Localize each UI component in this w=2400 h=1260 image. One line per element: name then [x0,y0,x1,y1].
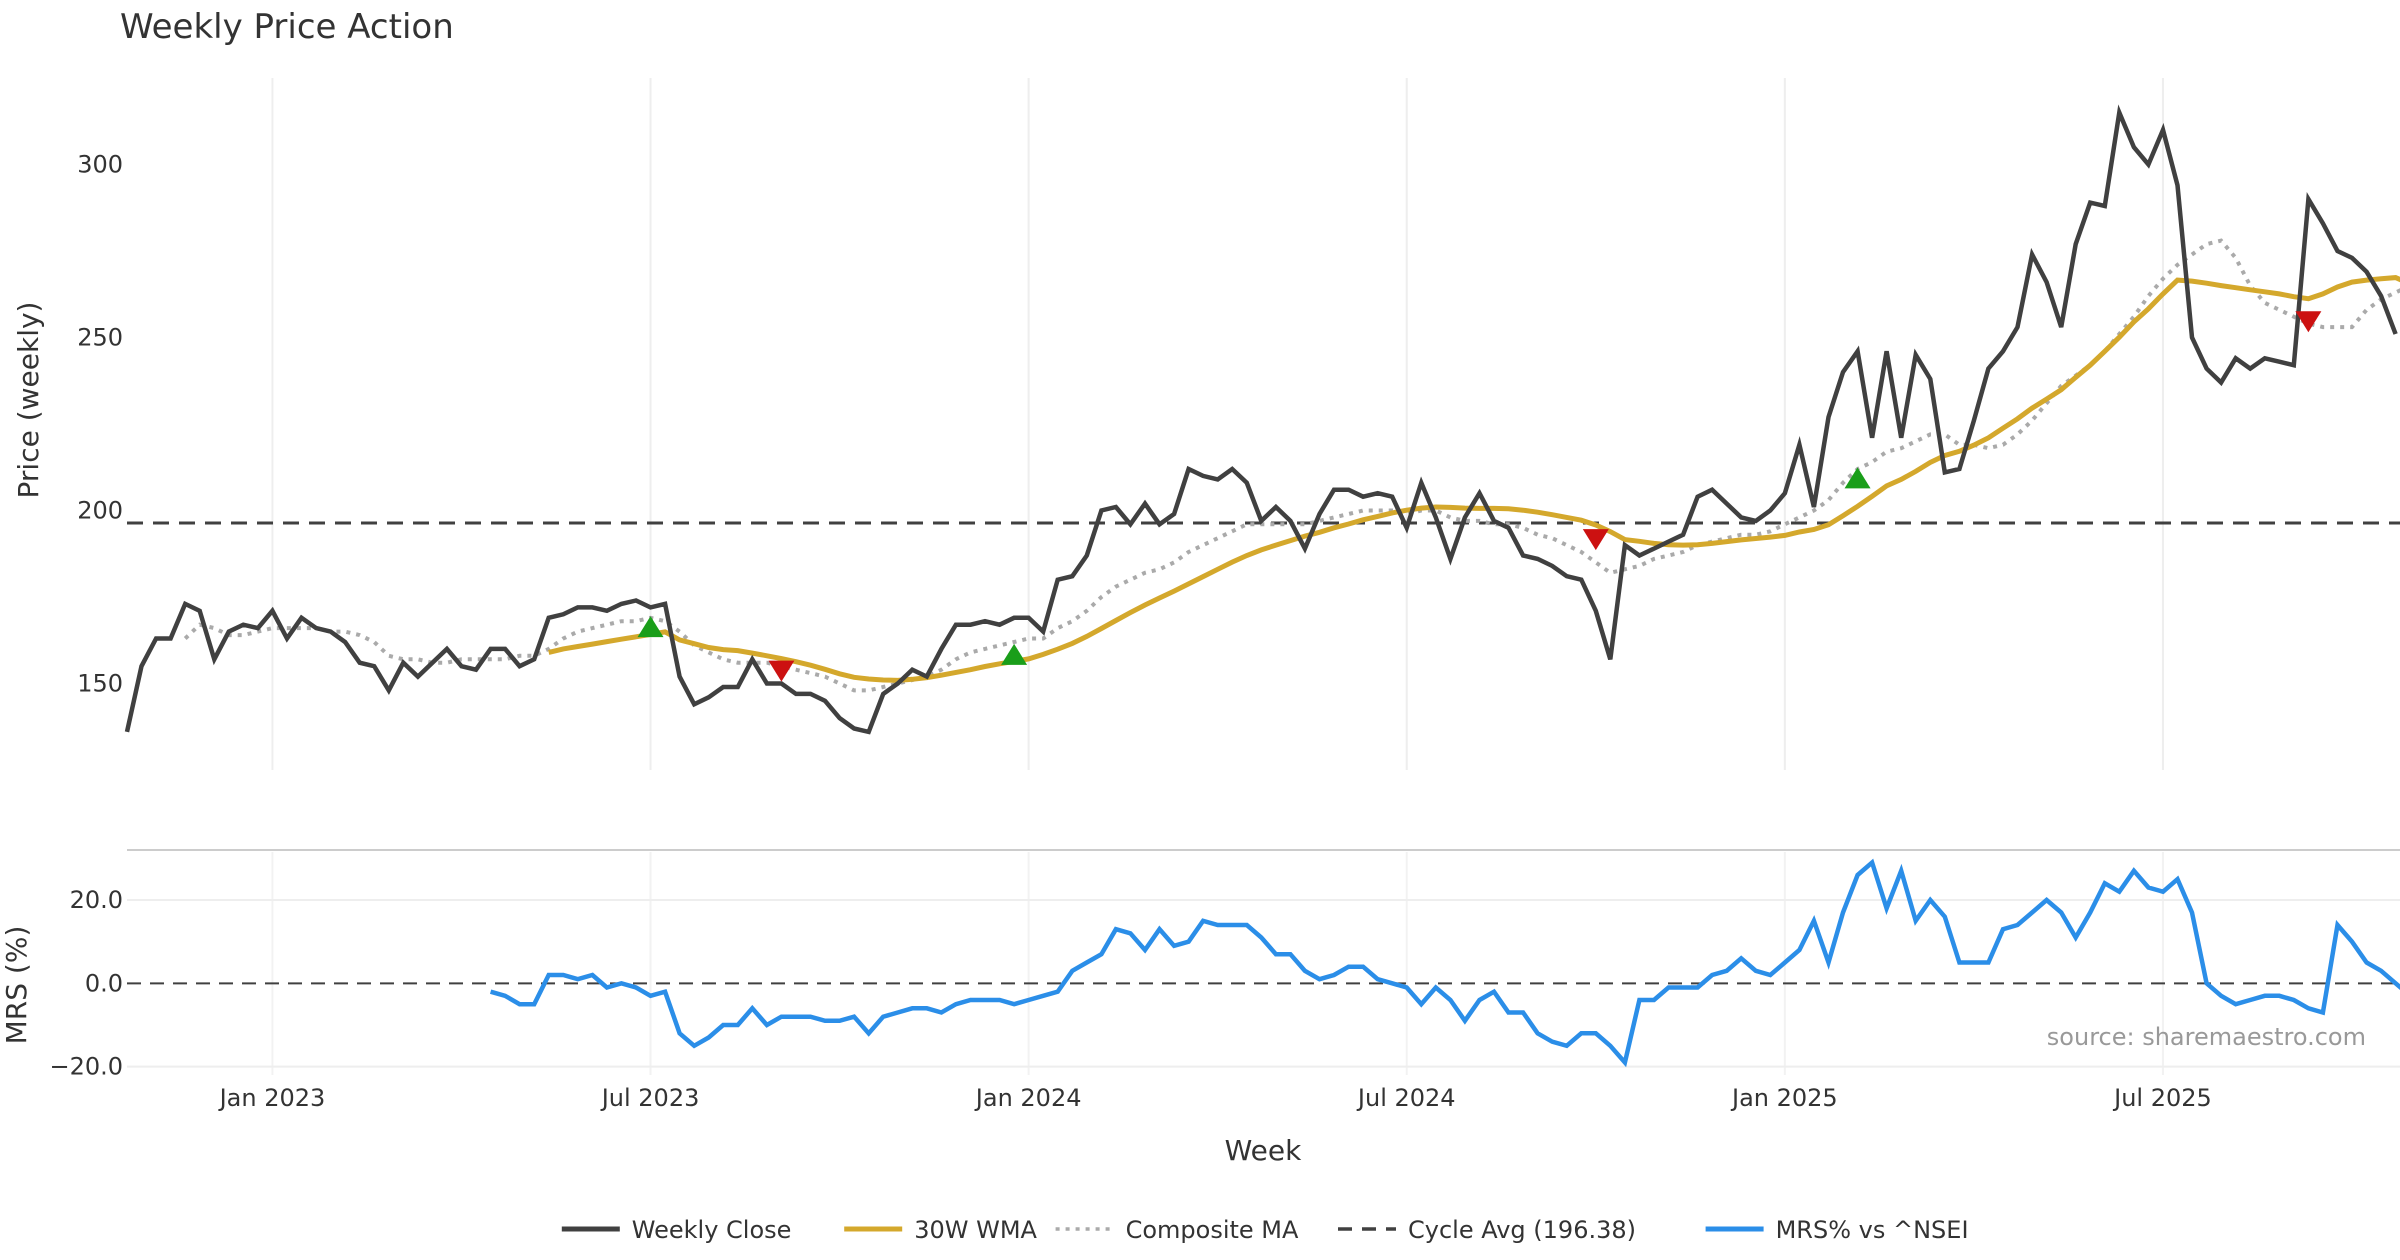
sell-marker-icon [768,660,795,682]
mrs-panel: 20.0 0.0 −20.0 MRS (%) source: sharemaestr… [0,849,2400,1081]
mrs-y-ticks: 20.0 0.0 −20.0 [49,886,123,1081]
x-axis-title: Week [1225,1134,1302,1167]
mrs-y-tick-label: 0.0 [85,969,123,997]
legend-item: Cycle Avg (196.38) [1338,1216,1636,1244]
price-y-tick-label: 150 [77,670,123,698]
legend-item: 30W WMA [844,1216,1038,1244]
mrs-y-tick-label: −20.0 [49,1053,123,1081]
wma30-line [548,275,2400,683]
price-y-tick-label: 250 [77,324,123,352]
buy-marker-icon [1001,643,1028,665]
chart-title: Weekly Price Action [120,7,454,47]
legend-item: Composite MA [1055,1216,1299,1244]
price-y-ticks: 150 200 250 300 [77,151,123,698]
sell-marker-icon [1582,529,1609,551]
mrs-gridlines [127,852,2400,1075]
x-tick-label: Jan 2024 [974,1084,1082,1112]
x-axis-ticks: Jan 2023 Jul 2023 Jan 2024 Jul 2024 Jan 2025… [218,1084,2212,1112]
legend-label: Composite MA [1126,1216,1299,1244]
mrs-y-tick-label: 20.0 [70,886,123,914]
buy-marker-icon [1844,467,1871,489]
x-tick-label: Jul 2024 [1356,1084,1456,1112]
price-gridlines [271,78,2164,770]
price-y-tick-label: 200 [77,497,123,525]
x-tick-label: Jan 2023 [218,1084,326,1112]
buy-marker-icon [637,616,664,638]
legend-label: MRS% vs ^NSEI [1776,1216,1969,1244]
legend-label: Weekly Close [632,1216,792,1244]
mrs-line [489,858,2400,1068]
legend-label: Cycle Avg (196.38) [1408,1216,1636,1244]
x-tick-label: Jul 2023 [600,1084,700,1112]
x-tick-label: Jan 2025 [1730,1084,1838,1112]
legend-item: Weekly Close [561,1216,792,1244]
x-tick-label: Jul 2025 [2112,1084,2212,1112]
legend: Weekly Close 30W WMA Composite MA Cycle Avg… [561,1216,1969,1244]
weekly-close-line [124,104,2398,735]
signal-markers [637,311,2322,682]
mrs-y-axis-title: MRS (%) [0,926,33,1045]
price-y-axis-title: Price (weekly) [12,302,45,499]
price-panel: 150 200 250 300 Price (weekly) [12,78,2400,770]
source-label: source: sharemaestro.com [2047,1023,2366,1051]
composite-ma-line [183,238,2400,693]
legend-label: 30W WMA [914,1216,1037,1244]
sell-marker-icon [2295,311,2322,333]
legend-item: MRS% vs ^NSEI [1705,1216,1969,1244]
price-y-tick-label: 300 [77,151,123,179]
